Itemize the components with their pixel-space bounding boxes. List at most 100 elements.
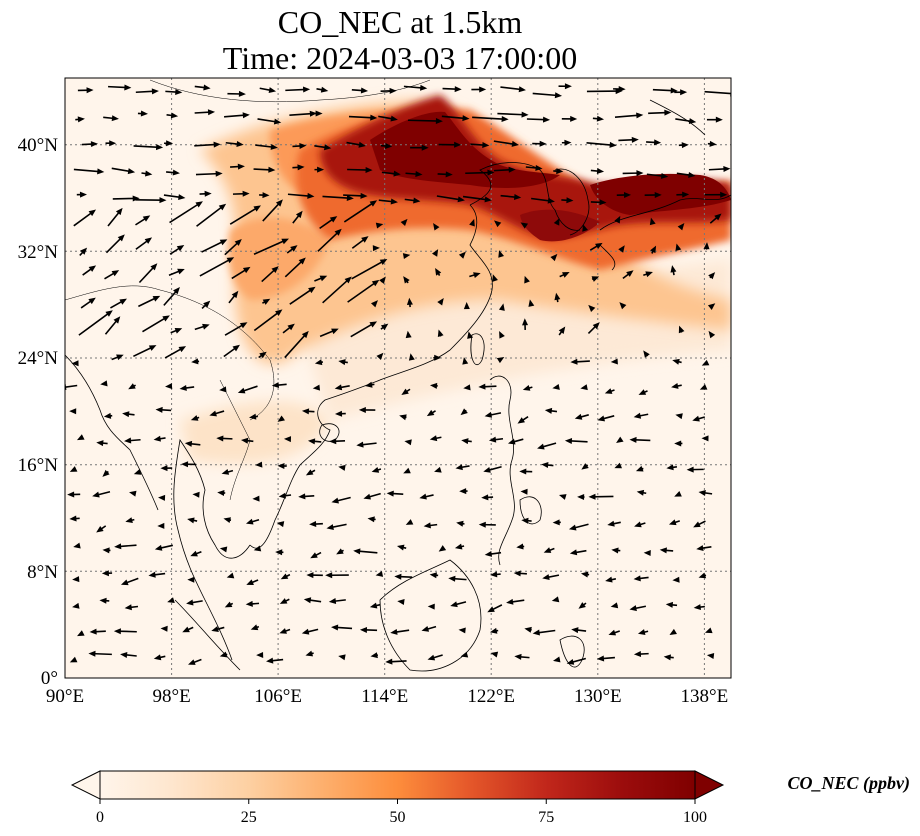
wind-arrowhead (522, 385, 531, 391)
wind-arrowhead (462, 357, 469, 365)
wind-arrowhead (390, 198, 398, 205)
wind-arrowhead (86, 87, 94, 94)
wind-arrowhead (524, 275, 530, 284)
wind-arrowhead (79, 191, 87, 198)
wind-arrowhead (155, 144, 164, 151)
wind-arrowhead (305, 650, 314, 657)
wind-arrowhead (432, 249, 439, 257)
wind-arrow (195, 172, 219, 176)
wind-arrowhead (375, 571, 384, 577)
wind-arrowhead (686, 466, 694, 473)
wind-arrowhead (219, 239, 228, 246)
wind-arrowhead (708, 330, 716, 339)
wind-arrowhead (397, 599, 405, 606)
wind-arrowhead (325, 572, 333, 579)
wind-arrowhead (237, 163, 245, 170)
wind-arrowhead (275, 549, 283, 556)
wind-arrow (403, 85, 424, 89)
wind-arrowhead (353, 548, 361, 555)
wind-arrowhead (668, 519, 677, 526)
wind-arrowhead (636, 112, 644, 119)
wind-arrow (199, 258, 231, 277)
wind-arrowhead (427, 603, 435, 610)
wind-arrowhead (266, 657, 274, 664)
wind-arrowhead (277, 415, 285, 422)
wind-arrowhead (370, 300, 378, 308)
wind-arrowhead (454, 543, 463, 550)
wind-arrowhead (157, 522, 165, 529)
wind-arrowhead (320, 86, 329, 93)
wind-arrowhead (611, 547, 619, 554)
wind-arrow (289, 112, 313, 116)
wind-arrowhead (152, 295, 161, 302)
wind-arrow (224, 241, 240, 256)
wind-arrowhead (166, 140, 174, 147)
wind-arrowhead (473, 272, 481, 278)
wind-arrowhead (129, 490, 137, 497)
wind-arrowhead (592, 322, 600, 330)
wind-arrowhead (178, 346, 187, 353)
map-title-line1: CO_NEC at 1.5km (277, 4, 523, 40)
wind-arrowhead (287, 323, 295, 331)
wind-arrowhead (328, 598, 337, 605)
wind-arrowhead (568, 524, 577, 531)
wind-arrowhead (389, 87, 397, 94)
lon-tick-138: 138°E (681, 686, 729, 707)
wind-arrowhead (413, 197, 421, 204)
wind-arrowhead (119, 298, 127, 305)
wind-arrow (675, 118, 693, 123)
wind-arrowhead (607, 520, 615, 527)
wind-arrow (347, 281, 377, 303)
wind-arrowhead (319, 275, 328, 282)
wind-arrowhead (460, 408, 468, 416)
wind-arrowhead (221, 468, 230, 475)
wind-arrow (284, 259, 304, 278)
wind-arrowhead (478, 521, 486, 528)
wind-arrow (142, 316, 167, 333)
wind-arrow (462, 195, 488, 201)
wind-arrowhead (133, 469, 142, 475)
wind-arrowhead (489, 627, 498, 634)
wind-arrowhead (434, 466, 442, 473)
wind-arrowhead (430, 382, 438, 389)
wind-arrowhead (77, 116, 85, 123)
wind-arrowhead (544, 407, 553, 414)
wind-arrowhead (100, 380, 108, 387)
wind-arrow (646, 173, 665, 178)
wind-arrow (497, 112, 525, 116)
wind-arrowhead (101, 570, 109, 577)
wind-arrowhead (124, 84, 132, 91)
wind-arrow (164, 347, 183, 359)
wind-arrowhead (77, 630, 85, 637)
wind-arrowhead (516, 543, 524, 550)
wind-arrowhead (124, 604, 132, 611)
colorbar: 0 25 50 75 100 CO_NEC (ppbv) (70, 770, 910, 826)
wind-arrowhead (514, 653, 522, 660)
wind-arrowhead (128, 383, 136, 390)
wind-arrowhead (669, 628, 677, 635)
wind-arrowhead (371, 466, 380, 473)
wind-arrowhead (255, 461, 263, 468)
wind-arrow (163, 289, 178, 306)
wind-arrowhead (115, 207, 123, 216)
wind-arrowhead (167, 597, 175, 603)
wind-arrowhead (520, 222, 529, 229)
wind-arrowhead (331, 624, 339, 631)
wind-arrowhead (539, 140, 547, 147)
wind-arrowhead (144, 237, 153, 244)
wind-arrowhead (564, 83, 572, 90)
wind-arrowhead (279, 598, 288, 604)
wind-arrowhead (677, 223, 685, 231)
wind-arrow (231, 268, 248, 280)
colorbar-extend-min (70, 770, 101, 800)
wind-arrowhead (629, 436, 637, 443)
wind-arrowhead (543, 547, 552, 553)
wind-arrowhead (693, 604, 701, 611)
wind-arrowhead (92, 491, 100, 498)
colorbar-extend-max (694, 770, 725, 800)
colorbar-tick-0: 0 (96, 809, 104, 826)
wind-arrowhead (278, 492, 287, 499)
wind-arrow (111, 167, 132, 173)
wind-arrowhead (175, 89, 183, 96)
wind-arrowhead (116, 354, 124, 361)
